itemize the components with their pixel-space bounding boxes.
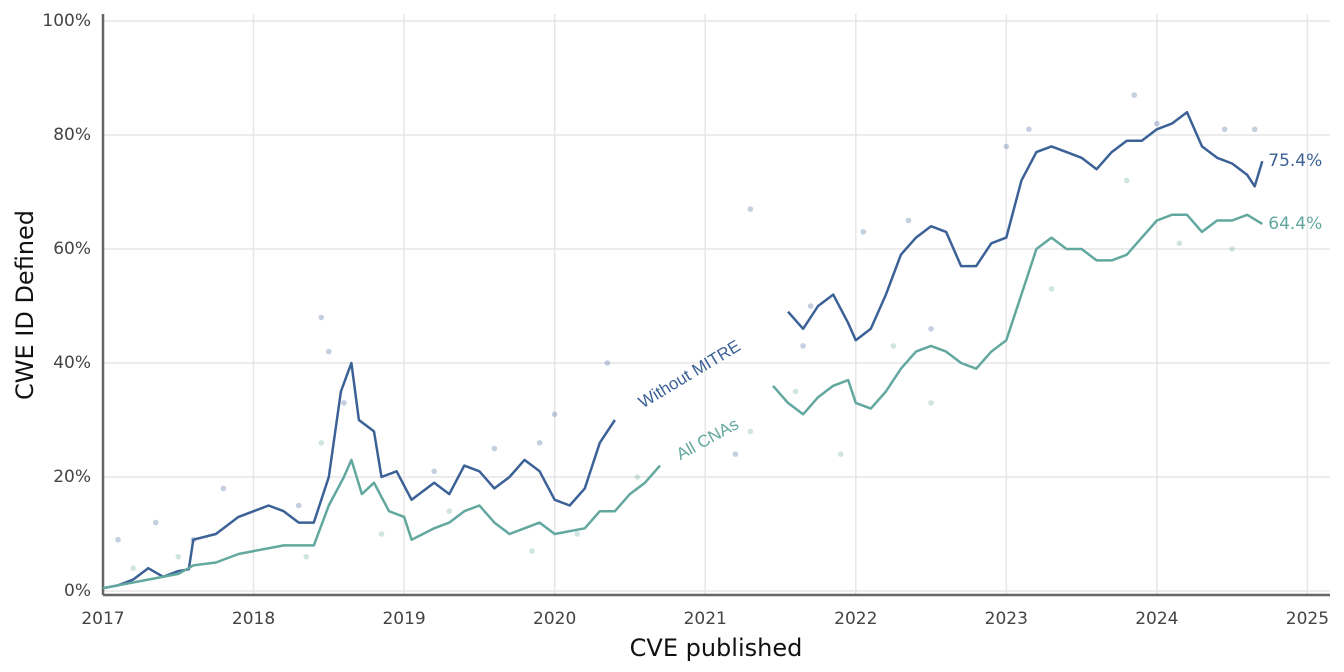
- scatter-point: [800, 343, 806, 349]
- scatter-point: [1229, 246, 1235, 252]
- x-tick-label: 2021: [684, 609, 727, 629]
- x-axis-title: CVE published: [630, 634, 803, 662]
- scatter-point: [860, 229, 867, 235]
- scatter-point: [378, 531, 385, 537]
- scatter-point: [1131, 92, 1138, 98]
- y-tick-label: 100%: [42, 11, 91, 31]
- scatter-point: [431, 468, 438, 475]
- series-label: All CNAs: [673, 414, 742, 464]
- scatter-point: [303, 554, 310, 560]
- series-line: [102, 110, 1264, 590]
- scatter-point: [551, 411, 558, 418]
- scatter-point: [604, 360, 611, 366]
- scatter-point: [295, 502, 302, 509]
- x-tick-label: 2020: [533, 609, 576, 629]
- scatter-point: [890, 343, 897, 349]
- scatter-point: [634, 474, 641, 480]
- scatter-point: [928, 400, 934, 406]
- series-label: Without MITRE: [635, 336, 744, 412]
- scatter-point: [1026, 126, 1032, 133]
- y-tick-label: 80%: [53, 125, 91, 145]
- scatter-point: [326, 348, 332, 355]
- x-tick-label: 2024: [1135, 609, 1178, 629]
- scatter-point: [152, 519, 159, 526]
- end-label: 75.4%: [1268, 151, 1322, 171]
- scatter-point: [491, 445, 498, 452]
- scatter-point: [318, 440, 325, 446]
- scatter-point: [318, 314, 325, 321]
- scatter-point: [1221, 126, 1228, 133]
- scatter-point: [747, 206, 754, 212]
- scatter-point: [1048, 286, 1055, 292]
- scatter-point: [747, 428, 754, 435]
- x-tick-label: 2022: [834, 609, 877, 629]
- scatter-point: [732, 451, 739, 458]
- y-tick-label: 0%: [64, 581, 91, 601]
- scatter-point: [1176, 240, 1183, 247]
- x-tick-label: 2017: [81, 609, 124, 629]
- scatter-point: [536, 440, 543, 446]
- end-label: 64.4%: [1268, 214, 1322, 234]
- y-axis-title: CWE ID Defined: [11, 210, 39, 400]
- y-tick-label: 40%: [53, 353, 91, 373]
- scatter-point: [1154, 120, 1160, 127]
- scatter-point: [574, 531, 581, 537]
- scatter-point: [928, 326, 934, 332]
- scatter-point: [1003, 143, 1010, 150]
- scatter-point: [905, 217, 912, 224]
- x-tick-label: 2019: [382, 609, 425, 629]
- scatter-point: [807, 303, 814, 309]
- scatter-point: [529, 548, 535, 554]
- scatter-point: [130, 565, 136, 572]
- y-tick-label: 20%: [53, 467, 91, 487]
- scatter-point: [837, 451, 844, 458]
- scatter-point: [175, 554, 182, 560]
- x-tick-label: 2018: [232, 609, 275, 629]
- scatter-point: [1123, 177, 1130, 184]
- scatter-point: [220, 485, 227, 492]
- scatter-point: [792, 388, 799, 395]
- scatter-point: [1251, 126, 1258, 133]
- scatter-point: [115, 536, 121, 543]
- y-tick-label: 60%: [53, 239, 91, 259]
- scatter-point: [341, 400, 347, 406]
- x-tick-label: 2025: [1286, 609, 1329, 629]
- x-tick-label: 2023: [985, 609, 1028, 629]
- scatter-point: [446, 508, 453, 515]
- series-line: [102, 213, 1263, 590]
